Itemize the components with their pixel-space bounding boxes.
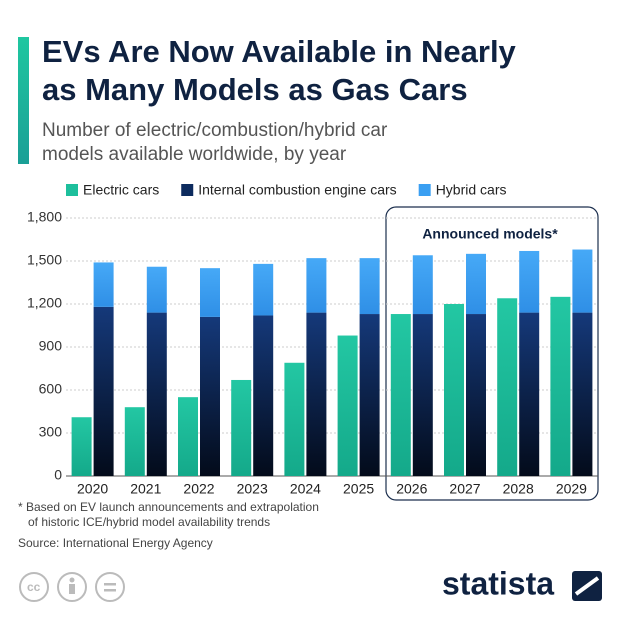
forecast-box — [385, 206, 599, 501]
bar — [359, 314, 380, 476]
brand-icon — [572, 571, 602, 601]
bar — [572, 249, 593, 313]
bar — [412, 255, 433, 315]
y-tick-label: 900 — [39, 338, 63, 354]
footnote: * Based on EV launch announcements and e… — [18, 500, 319, 514]
chart-title: as Many Models as Gas Cars — [42, 72, 468, 107]
bar — [93, 306, 114, 476]
bar — [200, 316, 220, 476]
footnote: of historic ICE/hybrid model availabilit… — [28, 515, 270, 529]
bar — [466, 314, 486, 476]
bar — [519, 312, 540, 476]
bar — [466, 253, 486, 315]
y-tick-label: 1,800 — [27, 209, 62, 225]
bar — [200, 268, 220, 317]
bar — [146, 266, 167, 313]
bar — [519, 250, 540, 313]
bar — [306, 312, 327, 476]
legend-swatch — [66, 184, 78, 196]
nd-icon — [104, 583, 116, 592]
source: Source: International Energy Agency — [18, 536, 213, 550]
legend-label: Internal combustion engine cars — [198, 182, 396, 198]
bar — [337, 335, 358, 476]
bar — [390, 314, 411, 476]
bar — [306, 258, 327, 313]
x-tick-label: 2022 — [183, 481, 214, 497]
y-tick-label: 600 — [39, 381, 63, 397]
by-icon — [69, 577, 75, 594]
license-icons — [19, 572, 125, 602]
legend-label: Hybrid cars — [436, 182, 507, 198]
cc-icon: cc — [27, 580, 41, 594]
bar — [253, 263, 274, 316]
y-tick-label: 1,200 — [27, 295, 62, 311]
x-tick-label: 2026 — [396, 481, 427, 497]
bar — [71, 417, 92, 476]
title-accent — [18, 37, 29, 164]
x-tick-label: 2023 — [237, 481, 268, 497]
x-tick-label: 2021 — [130, 481, 161, 497]
legend-swatch — [418, 184, 431, 196]
x-tick-label: 2029 — [556, 481, 587, 497]
bar — [284, 362, 305, 476]
bar — [253, 315, 274, 476]
brand: statista — [442, 565, 554, 601]
x-tick-label: 2020 — [77, 481, 108, 497]
bar — [550, 296, 571, 476]
x-tick-label: 2025 — [343, 481, 374, 497]
x-tick-label: 2027 — [449, 481, 480, 497]
bar — [93, 262, 114, 307]
chart-subtitle: Number of electric/combustion/hybrid car — [42, 120, 388, 141]
bar — [497, 298, 518, 476]
bar — [572, 312, 593, 476]
bar — [231, 379, 252, 476]
bar — [412, 314, 433, 476]
legend-label: Electric cars — [83, 182, 159, 198]
bar — [146, 312, 167, 476]
legend-swatch — [181, 184, 194, 196]
chart-subtitle: models available worldwide, by year — [42, 144, 347, 165]
y-tick-label: 300 — [39, 424, 63, 440]
y-tick-label: 1,500 — [27, 252, 62, 268]
bar — [444, 304, 464, 476]
chart-title: EVs Are Now Available in Nearly — [42, 34, 517, 69]
bar — [124, 407, 145, 476]
bar — [359, 258, 380, 315]
x-tick-label: 2024 — [290, 481, 321, 497]
y-tick-label: 0 — [54, 467, 62, 483]
bar — [178, 397, 198, 476]
annotation: Announced models* — [422, 226, 558, 242]
x-tick-label: 2028 — [503, 481, 534, 497]
